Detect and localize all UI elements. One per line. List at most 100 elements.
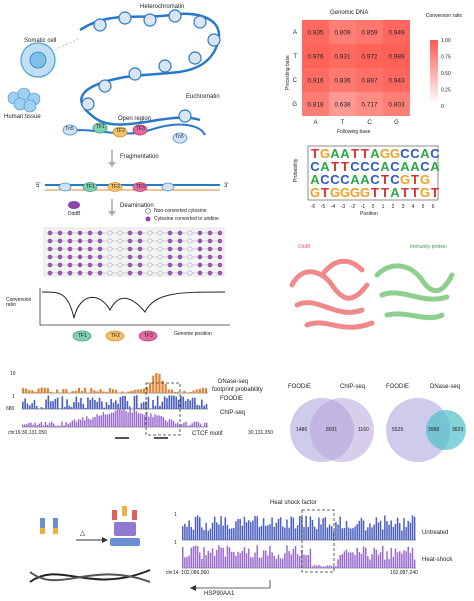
track-bar (130, 390, 133, 393)
track3-ymax: 680 (6, 406, 15, 412)
track-bar (49, 401, 52, 409)
colorbar-segment (430, 76, 438, 81)
hs-track-bar (339, 555, 341, 568)
track-bar (92, 417, 94, 427)
track1-ymax: 10 (10, 371, 16, 377)
hs-track-bar (216, 550, 218, 568)
track-bar (193, 421, 195, 427)
track-bar (189, 424, 191, 427)
hs-track-bar (239, 519, 241, 540)
track-bar (149, 408, 152, 409)
track-bar (184, 401, 187, 409)
colorbar-segment (430, 59, 438, 64)
hs-track-bar (396, 552, 399, 568)
hs-track-bar (196, 546, 199, 568)
hs-track-bar (284, 553, 286, 568)
motif-letter: G (320, 146, 330, 161)
ctcf-motif-mark (115, 437, 129, 439)
hs-track-bar (364, 530, 367, 540)
hs-track2-ymax: 1 (174, 540, 177, 546)
hs-track-bar (320, 566, 322, 568)
hs-track-bar (211, 548, 214, 568)
cytosine-dot (197, 254, 203, 260)
heatmap-col-label: A (313, 120, 317, 126)
track-bar (96, 414, 98, 427)
track-bar (34, 391, 37, 393)
colorbar-segment (430, 43, 438, 48)
cytosine-dot (207, 230, 213, 236)
motif-letter: T (341, 159, 349, 174)
hs-track-bar (209, 552, 212, 568)
hs-highlight-box (301, 509, 335, 573)
cytosine-dot (197, 262, 203, 268)
hs-track-bar (216, 522, 218, 540)
hs-track-bar (354, 526, 356, 540)
track-bar (71, 420, 74, 427)
track-bar (24, 398, 26, 409)
motif-letter: T (371, 185, 379, 200)
hs-track-bar (345, 520, 348, 540)
hs-track-bar (233, 552, 235, 568)
track-bar (177, 391, 180, 393)
hs-track-bar (288, 527, 290, 540)
track-bar (53, 423, 55, 427)
hs-track-bar (222, 547, 224, 568)
schematic-drawing (7, 9, 230, 342)
hs-track-bar (411, 547, 414, 568)
cytosine-dot (117, 270, 123, 276)
hs-track-bar (222, 525, 224, 540)
hs-track-bar (186, 526, 188, 540)
cytosine-dot (77, 238, 83, 244)
hs-track-bar (203, 530, 205, 540)
cytosine-dot (157, 262, 163, 268)
hs-track-bar (362, 546, 365, 568)
heatshock-tracks (182, 509, 416, 591)
cytosine-dot (77, 270, 83, 276)
label-tf2-c: TF2 (111, 333, 120, 339)
cytosine-dot (127, 262, 133, 268)
heatmap-cell (356, 92, 383, 116)
label-tn5-a: Tn5 (65, 126, 74, 132)
hs-track-bar (367, 556, 369, 568)
cytosine-dot (57, 270, 63, 276)
heatmap-xlabel: Following base (337, 129, 371, 135)
hs-track-bar (330, 526, 333, 540)
track-bar (89, 399, 92, 409)
colorbar-segment (430, 46, 438, 51)
track-bar (67, 424, 69, 427)
track-bar (57, 425, 59, 427)
hs-track-bar (301, 516, 303, 540)
track-bar (40, 406, 43, 409)
cytosine-dot (127, 238, 133, 244)
cytosine-dot (117, 230, 123, 236)
track-bar (49, 391, 53, 393)
motif-letter: T (331, 159, 339, 174)
track-bar (121, 410, 123, 427)
hs-track-bar (381, 529, 384, 540)
heatmap-cell (329, 92, 356, 116)
motif-letter: G (310, 185, 320, 200)
track-bar (22, 401, 24, 409)
track-bar (133, 396, 136, 409)
hs-track-bar (354, 554, 356, 568)
hs-track-bar (247, 548, 250, 568)
motif-letter: C (400, 146, 410, 161)
track-bar (100, 415, 102, 427)
track-bar (56, 389, 59, 393)
colorbar-segment (430, 56, 438, 61)
hs-track-bar (281, 526, 284, 540)
heatmap-cell (383, 68, 410, 92)
cytosine-dot (77, 262, 83, 268)
track-bar (152, 375, 155, 393)
track-bar (105, 391, 108, 393)
label-tf2-b: TF2 (111, 184, 120, 190)
hs-track-bar (182, 526, 184, 540)
track-bar (106, 414, 109, 427)
track-bar (121, 391, 124, 393)
track-bar (164, 420, 167, 427)
track-bar (77, 419, 80, 427)
cytosine-dot (177, 262, 183, 268)
human-tissue-icon (7, 87, 41, 113)
hs-track-bar (299, 516, 301, 540)
label-tf3-c: TF3 (144, 333, 153, 339)
